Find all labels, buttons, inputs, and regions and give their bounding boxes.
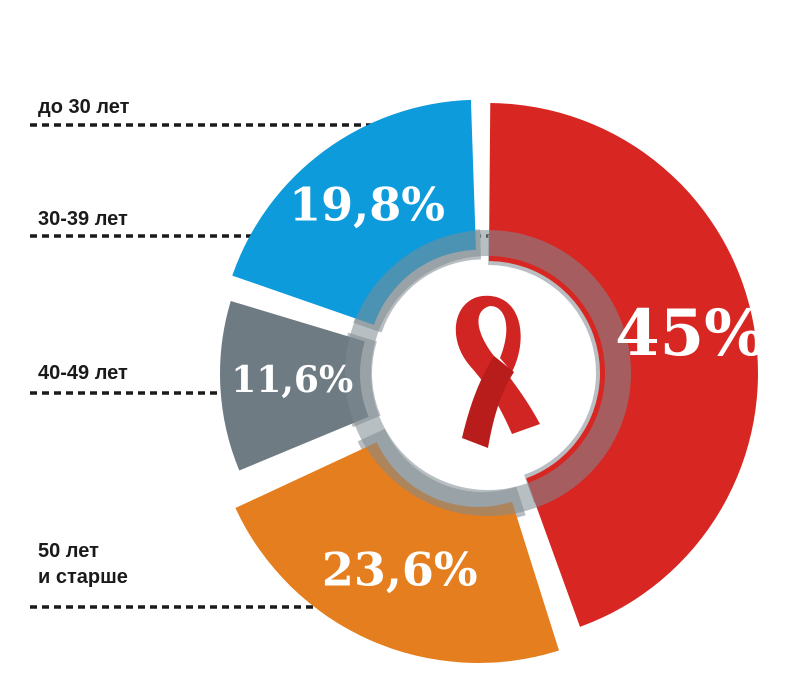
legend-label-40-49: 40-49 лет bbox=[38, 362, 128, 384]
legend-arrows bbox=[30, 112, 609, 620]
slice-50-plus bbox=[220, 300, 369, 471]
value-label-30-39: 45% bbox=[615, 296, 765, 371]
legend-label-50-plus: 50 лет и старше bbox=[38, 540, 128, 588]
red-ribbon-icon bbox=[455, 295, 540, 448]
value-labels: 19,8% 45% 23,6% 11,6% bbox=[231, 178, 765, 597]
value-label-40-49: 23,6% bbox=[322, 542, 478, 596]
value-label-50-plus: 11,6% bbox=[231, 359, 353, 401]
legend-label-30-39: 30-39 лет bbox=[38, 208, 128, 230]
chart-center bbox=[345, 230, 631, 516]
legend-label-under-30: до 30 лет bbox=[38, 96, 130, 118]
slice-40-49 bbox=[235, 442, 560, 663]
value-label-under-30: 19,8% bbox=[289, 178, 445, 232]
